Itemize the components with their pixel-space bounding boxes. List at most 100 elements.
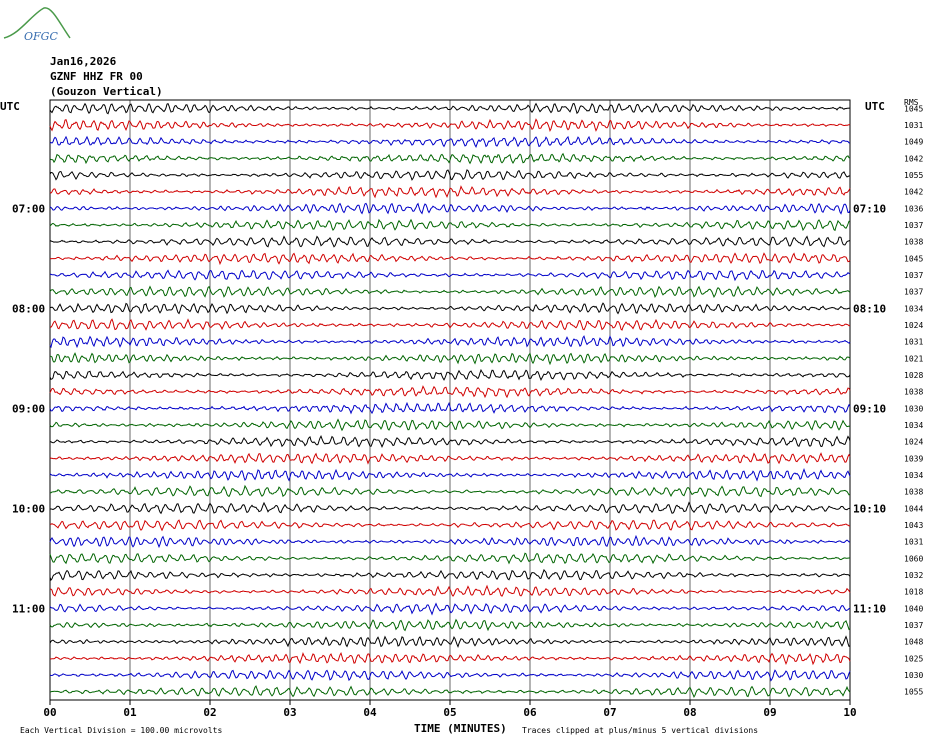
left-time-label: 11:00 <box>12 602 45 615</box>
trace-line <box>49 352 851 366</box>
rms-value: 1040 <box>904 604 923 613</box>
rms-value: 1060 <box>904 554 923 563</box>
right-time-label: 08:10 <box>853 302 886 315</box>
rms-value: 1055 <box>904 688 923 697</box>
trace-line <box>49 468 851 482</box>
trace-line <box>49 118 851 133</box>
rms-value: 1049 <box>904 138 923 147</box>
trace-line <box>50 519 851 532</box>
trace-line <box>49 269 851 282</box>
trace-line <box>49 252 851 266</box>
trace-line <box>49 401 851 415</box>
rms-value: 1044 <box>904 504 923 513</box>
x-tick-label: 03 <box>283 706 296 719</box>
rms-value: 1048 <box>904 638 923 647</box>
trace-line <box>49 452 851 465</box>
trace-line <box>49 534 851 549</box>
header-location: (Gouzon Vertical) <box>50 85 163 98</box>
trace-line <box>49 285 851 299</box>
rms-value: 1030 <box>904 671 923 680</box>
trace-line <box>49 484 851 498</box>
scale-note: Each Vertical Division = 100.00 microvol… <box>20 726 223 735</box>
trace-line <box>49 185 851 199</box>
left-utc-title: UTC <box>0 100 20 113</box>
trace-line <box>49 418 851 432</box>
header-date: Jan16,2026 <box>50 55 117 68</box>
trace-line <box>49 335 851 349</box>
x-tick-label: 01 <box>123 706 137 719</box>
rms-value: 1032 <box>904 571 923 580</box>
rms-value: 1037 <box>904 288 923 297</box>
right-utc-title: UTC <box>865 100 885 113</box>
rms-value: 1031 <box>904 338 923 347</box>
x-tick-label: 08 <box>683 706 696 719</box>
trace-line <box>49 669 851 682</box>
rms-value: 1024 <box>904 438 923 447</box>
x-tick-label: 09 <box>763 706 776 719</box>
right-time-label: 10:10 <box>853 502 886 515</box>
trace-line <box>49 218 850 232</box>
rms-value: 1034 <box>904 304 923 313</box>
left-time-label: 10:00 <box>12 502 45 515</box>
logo-text: OFGC <box>24 30 58 43</box>
x-tick-label: 07 <box>603 706 616 719</box>
rms-value: 1055 <box>904 171 923 180</box>
rms-value: 1036 <box>904 204 923 213</box>
rms-value: 1031 <box>904 538 923 547</box>
trace-line <box>49 651 851 666</box>
trace-line <box>49 152 851 165</box>
rms-value: 1042 <box>904 154 923 163</box>
rms-value: 1031 <box>904 121 923 130</box>
x-tick-label: 04 <box>363 706 377 719</box>
right-time-label: 07:10 <box>853 202 886 215</box>
rms-value: 1034 <box>904 421 923 430</box>
rms-value: 1025 <box>904 654 923 663</box>
trace-line <box>49 368 851 381</box>
rms-value: 1038 <box>904 488 923 497</box>
rms-value: 1018 <box>904 588 923 597</box>
trace-line <box>49 584 851 597</box>
trace-line <box>49 202 851 215</box>
trace-line <box>49 685 851 699</box>
right-time-label: 09:10 <box>853 402 886 415</box>
trace-line <box>49 235 851 248</box>
trace-line <box>49 552 851 565</box>
rms-value: 1045 <box>904 104 923 113</box>
rms-value: 1030 <box>904 404 923 413</box>
rms-value: 1038 <box>904 238 923 247</box>
left-time-label: 08:00 <box>12 302 45 315</box>
rms-value: 1037 <box>904 621 923 630</box>
rms-value: 1042 <box>904 188 923 197</box>
trace-line <box>49 568 851 581</box>
rms-value: 1024 <box>904 321 923 330</box>
x-axis-title: TIME (MINUTES) <box>414 722 507 735</box>
header-station: GZNF HHZ FR 00 <box>50 70 143 83</box>
rms-value: 1043 <box>904 521 923 530</box>
trace-line <box>50 434 851 448</box>
trace-line <box>49 635 851 649</box>
left-time-label: 09:00 <box>12 402 45 415</box>
x-tick-label: 05 <box>443 706 456 719</box>
rms-value: 1028 <box>904 371 923 380</box>
trace-line <box>49 602 851 616</box>
trace-line <box>49 501 851 515</box>
rms-title: RMS <box>904 98 919 107</box>
rms-value: 1038 <box>904 388 923 397</box>
rms-value: 1037 <box>904 221 923 230</box>
rms-value: 1037 <box>904 271 923 280</box>
x-tick-label: 02 <box>203 706 216 719</box>
ofgc-logo: OFGC <box>3 7 71 43</box>
trace-line <box>49 318 851 331</box>
trace-line <box>49 385 851 399</box>
rms-value: 1034 <box>904 471 923 480</box>
trace-line <box>49 102 850 115</box>
rms-value: 1045 <box>904 254 923 263</box>
rms-value: 1039 <box>904 454 923 463</box>
trace-line <box>49 302 850 315</box>
right-time-label: 11:10 <box>853 602 886 615</box>
x-tick-label: 10 <box>843 706 856 719</box>
left-time-label: 07:00 <box>12 202 45 215</box>
x-tick-label: 06 <box>523 706 537 719</box>
rms-value: 1021 <box>904 354 923 363</box>
